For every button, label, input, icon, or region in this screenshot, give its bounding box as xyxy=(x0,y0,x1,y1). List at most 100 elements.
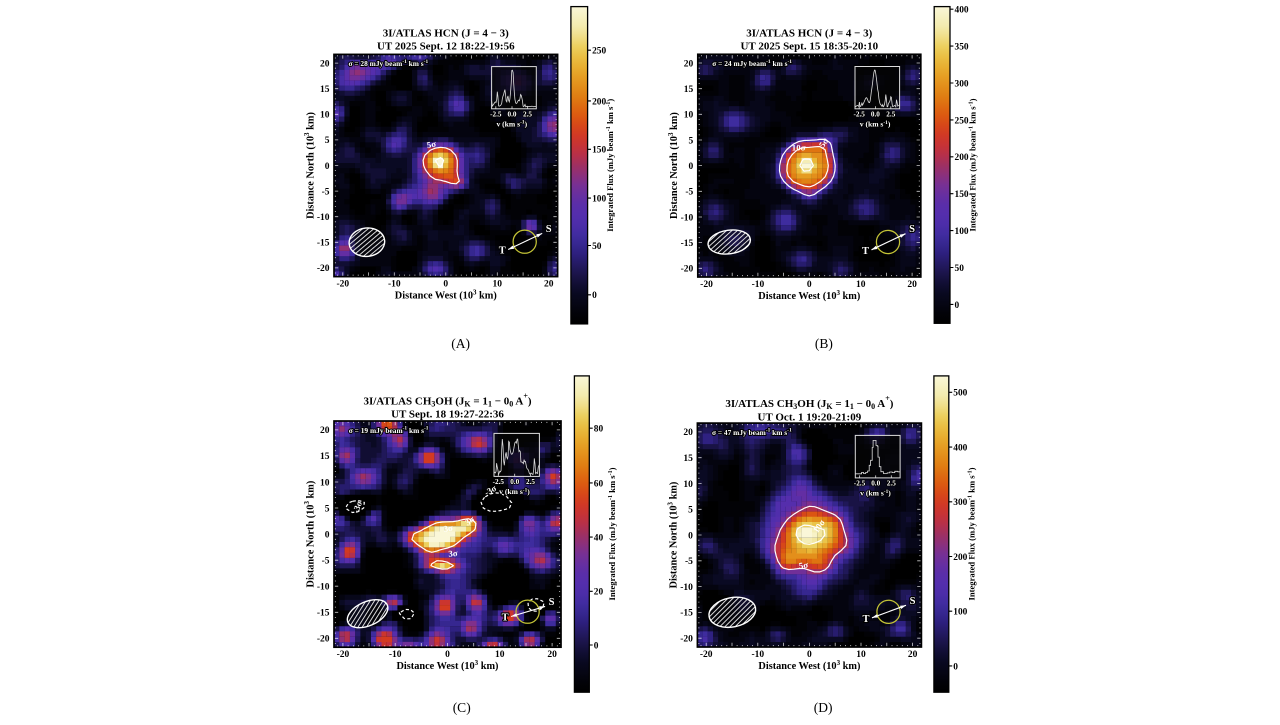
svg-text:-2.5: -2.5 xyxy=(854,480,866,488)
svg-text:10: 10 xyxy=(684,111,694,121)
svg-text:200: 200 xyxy=(953,553,967,563)
svg-text:60: 60 xyxy=(594,479,604,489)
svg-text:15: 15 xyxy=(320,452,330,462)
svg-text:10: 10 xyxy=(856,650,866,660)
svg-text:-20: -20 xyxy=(337,650,350,660)
svg-text:Distance West (103 km): Distance West (103 km) xyxy=(758,659,860,672)
svg-text:10: 10 xyxy=(495,650,505,660)
svg-text:5: 5 xyxy=(325,136,330,146)
svg-text:150: 150 xyxy=(955,190,969,200)
svg-text:10: 10 xyxy=(683,480,693,490)
svg-text:5: 5 xyxy=(688,506,693,516)
svg-text:-10: -10 xyxy=(681,213,694,223)
svg-text:20: 20 xyxy=(683,428,693,438)
svg-text:3σ: 3σ xyxy=(443,522,454,533)
svg-text:250: 250 xyxy=(592,47,606,57)
svg-text:500: 500 xyxy=(953,389,967,399)
svg-text:UT Sept. 18 19:27-22:36: UT Sept. 18 19:27-22:36 xyxy=(391,409,504,421)
svg-text:UT 2025 Sept. 15 18:35-20:10: UT 2025 Sept. 15 18:35-20:10 xyxy=(740,41,878,53)
svg-text:-10: -10 xyxy=(317,583,330,593)
svg-text:0: 0 xyxy=(445,650,450,660)
svg-text:0: 0 xyxy=(807,280,812,290)
svg-text:-20: -20 xyxy=(317,264,330,274)
svg-text:0: 0 xyxy=(443,280,448,290)
svg-text:20: 20 xyxy=(320,426,330,436)
svg-text:-15: -15 xyxy=(681,239,694,249)
svg-text:0.0: 0.0 xyxy=(508,110,517,118)
svg-text:-5: -5 xyxy=(322,557,330,567)
svg-text:(D): (D) xyxy=(814,700,833,715)
svg-text:-3σ: -3σ xyxy=(351,499,365,514)
svg-text:50: 50 xyxy=(955,264,965,274)
svg-text:0: 0 xyxy=(688,531,693,541)
svg-text:0: 0 xyxy=(955,301,960,311)
svg-text:100: 100 xyxy=(955,227,969,237)
svg-text:T: T xyxy=(499,246,506,257)
svg-text:40: 40 xyxy=(594,534,604,544)
svg-text:10: 10 xyxy=(493,280,503,290)
svg-text:0: 0 xyxy=(807,650,812,660)
svg-text:15: 15 xyxy=(684,85,694,95)
svg-text:Distance West (103 km): Distance West (103 km) xyxy=(397,659,499,672)
svg-text:5: 5 xyxy=(689,136,694,146)
svg-text:-5: -5 xyxy=(685,188,693,198)
svg-text:Distance North (103 km): Distance North (103 km) xyxy=(303,481,316,588)
svg-text:-10: -10 xyxy=(751,650,764,660)
svg-text:Distance North (103 km): Distance North (103 km) xyxy=(667,482,680,589)
svg-text:200: 200 xyxy=(955,153,969,163)
svg-text:T: T xyxy=(862,246,869,257)
svg-text:-20: -20 xyxy=(336,280,349,290)
svg-text:250: 250 xyxy=(955,116,969,126)
svg-text:S: S xyxy=(910,596,916,607)
svg-text:0: 0 xyxy=(689,162,694,172)
svg-text:5σ: 5σ xyxy=(426,138,437,150)
svg-text:-10: -10 xyxy=(752,280,765,290)
svg-text:-15: -15 xyxy=(317,609,330,619)
svg-text:-10: -10 xyxy=(680,583,693,593)
svg-text:50: 50 xyxy=(592,242,602,252)
svg-text:0: 0 xyxy=(325,530,330,540)
svg-text:(B): (B) xyxy=(815,336,833,351)
svg-text:σ = 19 mJy beam-1 km s-1: σ = 19 mJy beam-1 km s-1 xyxy=(349,426,429,435)
svg-text:S: S xyxy=(909,224,915,235)
svg-text:20: 20 xyxy=(908,650,918,660)
svg-text:10: 10 xyxy=(320,478,330,488)
svg-text:5: 5 xyxy=(325,504,330,514)
svg-text:-10: -10 xyxy=(317,213,330,223)
svg-text:20: 20 xyxy=(544,280,554,290)
svg-text:20: 20 xyxy=(594,588,604,598)
svg-text:20: 20 xyxy=(320,59,330,69)
svg-text:Integrated Flux (mJy beam-1 km: Integrated Flux (mJy beam-1 km s-1) xyxy=(607,467,617,600)
svg-text:(A): (A) xyxy=(451,336,470,351)
svg-text:400: 400 xyxy=(953,444,967,454)
svg-text:200: 200 xyxy=(592,97,606,107)
svg-text:0.0: 0.0 xyxy=(510,478,519,486)
svg-text:3I/ATLAS HCN (J = 4 − 3): 3I/ATLAS HCN (J = 4 − 3) xyxy=(383,28,509,40)
svg-text:UT 2025 Sept. 12 18:22-19:56: UT 2025 Sept. 12 18:22-19:56 xyxy=(377,41,515,53)
svg-text:20: 20 xyxy=(684,59,694,69)
svg-text:Integrated Flux (mJy beam-1 km: Integrated Flux (mJy beam-1 km s-1) xyxy=(605,99,615,232)
svg-text:-15: -15 xyxy=(680,609,693,619)
svg-text:350: 350 xyxy=(955,43,969,53)
svg-text:-20: -20 xyxy=(680,635,693,645)
svg-text:15: 15 xyxy=(320,85,330,95)
svg-text:2.5: 2.5 xyxy=(886,110,895,118)
svg-text:UT Oct. 1 19:20-21:09: UT Oct. 1 19:20-21:09 xyxy=(758,412,862,424)
svg-text:300: 300 xyxy=(953,498,967,508)
svg-text:Distance North (103 km): Distance North (103 km) xyxy=(667,112,680,219)
svg-text:σ = 28 mJy beam-1 km s-1: σ = 28 mJy beam-1 km s-1 xyxy=(349,59,429,68)
svg-text:3σ: 3σ xyxy=(448,548,458,559)
svg-text:Integrated Flux (mJy beam-1 km: Integrated Flux (mJy beam-1 km s-1) xyxy=(968,98,978,231)
svg-text:Integrated Flux (mJy beam-1 km: Integrated Flux (mJy beam-1 km s-1) xyxy=(966,467,976,600)
svg-text:100: 100 xyxy=(592,195,606,205)
svg-text:-10: -10 xyxy=(388,280,401,290)
svg-text:-20: -20 xyxy=(317,635,330,645)
svg-text:-5: -5 xyxy=(685,557,693,567)
svg-text:Distance West (103 km): Distance West (103 km) xyxy=(758,289,860,302)
svg-text:σ = 47 mJy beam-1 km s-1: σ = 47 mJy beam-1 km s-1 xyxy=(712,428,792,437)
svg-text:S: S xyxy=(546,224,552,235)
svg-text:15: 15 xyxy=(683,454,693,464)
svg-text:T: T xyxy=(862,614,869,625)
svg-text:0: 0 xyxy=(592,291,597,301)
svg-text:20: 20 xyxy=(547,650,557,660)
